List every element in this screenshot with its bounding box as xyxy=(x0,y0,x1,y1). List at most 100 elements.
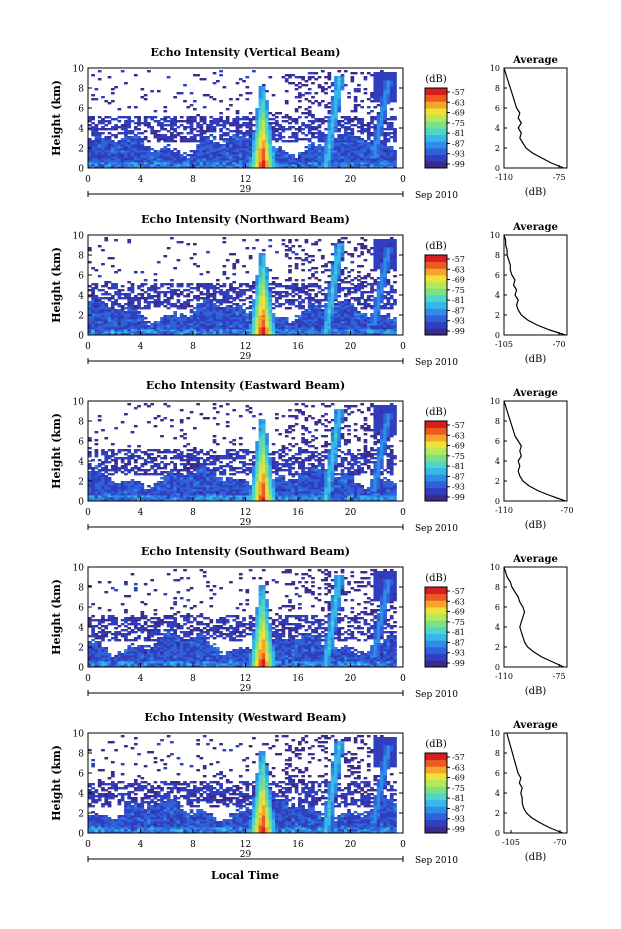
heatmap-cell xyxy=(117,313,122,316)
heatmap-cell xyxy=(393,134,397,137)
heatmap-cell xyxy=(268,166,273,169)
heatmap-cell xyxy=(252,152,256,155)
heatmap-cell xyxy=(376,251,381,254)
heatmap-cell xyxy=(288,160,292,163)
heatmap-cell xyxy=(183,140,187,143)
heatmap-cell xyxy=(389,303,394,306)
heatmap-cell xyxy=(307,329,312,332)
x-tick-label: 0 xyxy=(400,342,406,352)
heatmap-cells xyxy=(88,403,397,502)
heatmap-cell xyxy=(291,287,296,290)
heatmap-cell xyxy=(268,307,273,310)
heatmap-cell xyxy=(340,325,345,328)
heatmap-cell xyxy=(202,301,207,304)
heatmap-cell xyxy=(212,122,217,125)
heatmap-cell xyxy=(383,150,387,153)
heatmap-cell xyxy=(353,136,358,139)
heatmap-cell xyxy=(114,493,118,496)
heatmap-cell xyxy=(314,146,319,149)
heatmap-cell xyxy=(347,158,351,161)
colorbar-swatch xyxy=(425,161,447,169)
heatmap-cell xyxy=(347,275,351,278)
heatmap-cell xyxy=(304,108,309,111)
heatmap-cell xyxy=(278,126,282,129)
heatmap-cell xyxy=(133,331,138,334)
heatmap-cell xyxy=(347,152,351,155)
heatmap-cell xyxy=(91,150,95,153)
heatmap-cell xyxy=(97,321,102,324)
heatmap-cell xyxy=(357,285,361,288)
heatmap-cell xyxy=(343,126,348,129)
heatmap-cell xyxy=(202,154,207,157)
heatmap-cell xyxy=(215,118,220,121)
heatmap-cell xyxy=(209,303,214,306)
heatmap-cell xyxy=(130,283,135,286)
heatmap-cell xyxy=(304,134,309,137)
heatmap-cell xyxy=(271,152,276,155)
heatmap-cell xyxy=(120,144,125,147)
heatmap-cell xyxy=(107,102,112,105)
heatmap-cell xyxy=(140,158,145,161)
heatmap-cell xyxy=(376,297,381,300)
heatmap-cell xyxy=(311,329,315,332)
heatmap-cell xyxy=(97,156,102,159)
heatmap-cell xyxy=(357,329,361,332)
heatmap-cell xyxy=(380,277,384,280)
heatmap-cell xyxy=(363,331,368,334)
heatmap-cell xyxy=(91,469,95,472)
heatmap-cell xyxy=(245,92,250,95)
heatmap-cell xyxy=(137,140,141,143)
heatmap-cell xyxy=(294,128,299,131)
heatmap-cell xyxy=(133,138,138,141)
heatmap-cell xyxy=(261,307,266,310)
heatmap-cell xyxy=(120,152,125,155)
heatmap-cell xyxy=(337,102,342,105)
heatmap-cell xyxy=(393,140,397,143)
heatmap-cell xyxy=(160,162,164,165)
heatmap-cell xyxy=(153,289,158,292)
heatmap-cell xyxy=(248,331,253,334)
heatmap-cell xyxy=(340,136,345,139)
heatmap-cell xyxy=(275,277,279,280)
heatmap-cell xyxy=(176,299,181,302)
heatmap-cell xyxy=(376,86,381,89)
heatmap-cell xyxy=(373,251,378,254)
heatmap-cell xyxy=(380,108,384,111)
heatmap-cell xyxy=(304,160,309,163)
heatmap-cell xyxy=(156,162,161,165)
heatmap-cell xyxy=(104,239,109,242)
heatmap-cell xyxy=(97,479,102,482)
heatmap-cell xyxy=(258,299,263,302)
heatmap-cell xyxy=(311,255,315,258)
heatmap-cell xyxy=(265,120,269,123)
heatmap-cell xyxy=(199,303,204,306)
heatmap-cell xyxy=(314,331,319,334)
heatmap-cell xyxy=(393,263,397,266)
heatmap-cell xyxy=(170,295,174,298)
heatmap-cell xyxy=(202,118,207,121)
heatmap-cell xyxy=(232,118,237,121)
heatmap-cell xyxy=(189,329,194,332)
heatmap-cell xyxy=(229,148,233,151)
heatmap-cell xyxy=(120,329,125,332)
heatmap-cell xyxy=(101,329,105,332)
heatmap-cell xyxy=(222,317,227,320)
heatmap-cell xyxy=(314,301,319,304)
heatmap-cell xyxy=(376,114,381,117)
heatmap-cell xyxy=(133,154,138,157)
heatmap-cell xyxy=(370,74,374,77)
heatmap-cell xyxy=(206,166,210,169)
heatmap-cell xyxy=(104,499,109,502)
heatmap-cell xyxy=(281,136,286,139)
heatmap-cell xyxy=(186,118,191,121)
heatmap-cell xyxy=(104,457,109,460)
heatmap-cell xyxy=(347,303,351,306)
heatmap-cell xyxy=(373,98,378,101)
heatmap-cell xyxy=(314,150,319,153)
heatmap-cell xyxy=(291,323,296,326)
heatmap-cell xyxy=(91,301,95,304)
heatmap-cell xyxy=(104,156,109,159)
heatmap-cell xyxy=(353,315,358,318)
heatmap-cell xyxy=(235,162,240,165)
heatmap-cell xyxy=(242,317,246,320)
